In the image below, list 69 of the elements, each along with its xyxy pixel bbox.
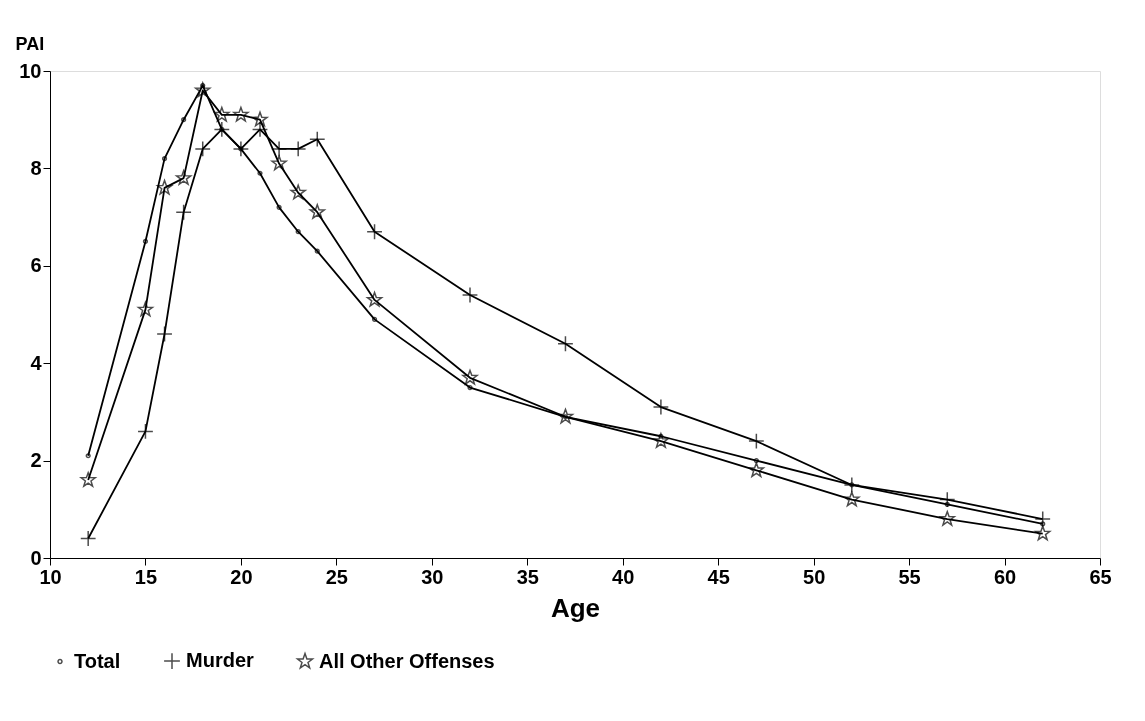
x-tick-label: 45 [707, 565, 730, 588]
point [314, 248, 320, 254]
point [271, 155, 287, 171]
point [461, 286, 479, 304]
y-axis-title: PAI [15, 33, 45, 54]
point [137, 423, 154, 440]
x-tick-label: 55 [898, 565, 921, 588]
point [371, 316, 378, 322]
y-tick-label: 6 [30, 254, 42, 277]
point [462, 369, 478, 385]
y-tick-label: 2 [30, 449, 42, 472]
point [156, 179, 173, 195]
x-axis-title: Age [550, 592, 601, 623]
point [142, 238, 149, 245]
point [748, 462, 765, 478]
point [80, 530, 97, 547]
point [748, 432, 765, 450]
point [557, 335, 574, 352]
point [181, 117, 187, 123]
x-tick-label: 25 [325, 565, 348, 588]
y-tick-label: 8 [30, 156, 42, 179]
point [194, 82, 211, 98]
point [214, 106, 230, 122]
x-tick-label: 15 [134, 565, 158, 588]
legend-label: Murder [186, 649, 254, 672]
point [295, 229, 301, 235]
point [939, 510, 956, 526]
point [80, 471, 96, 487]
point [276, 204, 282, 210]
point [366, 291, 383, 307]
point [939, 491, 956, 508]
x-tick-label: 50 [803, 565, 826, 588]
point [366, 223, 383, 240]
y-tick-label: 0 [30, 546, 42, 569]
x-tick-label: 35 [516, 565, 539, 588]
x-tick-label: 60 [993, 565, 1017, 588]
point [843, 476, 860, 494]
point [290, 140, 307, 158]
point [175, 169, 192, 185]
point [290, 184, 306, 200]
x-tick-label: 30 [421, 565, 444, 588]
x-tick-label: 65 [1089, 565, 1112, 588]
y-tick-label: 10 [19, 59, 42, 82]
legend-label: Total [74, 649, 121, 672]
point [270, 140, 288, 158]
point [252, 111, 268, 127]
point [753, 458, 759, 464]
point [156, 325, 173, 343]
point [194, 140, 211, 158]
point [161, 156, 168, 162]
point [1034, 525, 1051, 541]
point [653, 432, 669, 448]
point [251, 121, 269, 138]
point [467, 384, 473, 391]
point [844, 491, 860, 507]
point [557, 408, 574, 424]
point [137, 301, 154, 317]
point [85, 453, 91, 459]
legend-label: All Other Offenses [319, 649, 495, 672]
point [175, 204, 192, 221]
point [309, 204, 326, 219]
point [652, 398, 670, 416]
x-tick-label: 40 [612, 565, 635, 588]
point [309, 131, 326, 148]
x-tick-label: 20 [230, 565, 253, 588]
point [257, 170, 263, 176]
point [233, 106, 249, 122]
y-tick-label: 4 [30, 351, 43, 374]
point [213, 121, 230, 138]
